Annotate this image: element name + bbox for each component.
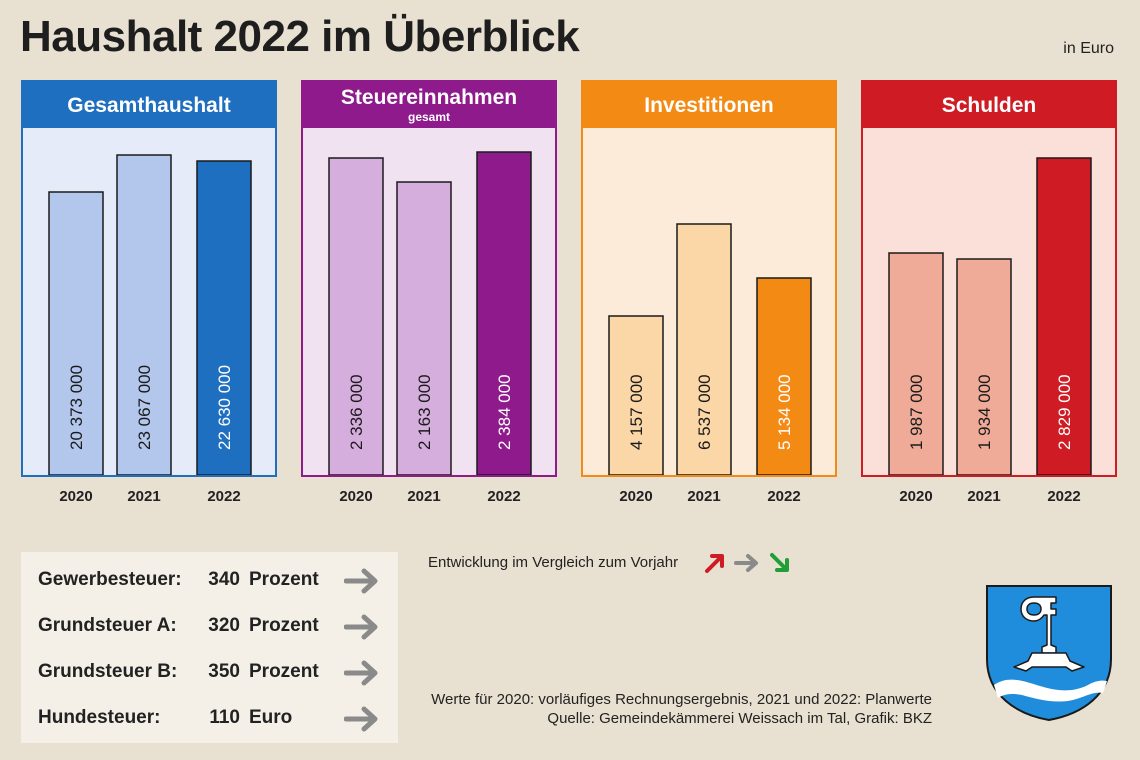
x-axis-labels: 2020 2021 2022 [861,488,1117,508]
x-tick-label: 2020 [59,488,93,505]
chart-subtitle: gesamt [407,110,451,124]
bar-value-label: 2 384 000 [495,374,514,450]
bar-value-label: 20 373 000 [67,365,86,450]
bar-chart: 1 987 000 1 934 000 2 829 000 [888,157,1092,475]
bar-value-label: 2 829 000 [1055,374,1074,450]
x-tick-label: 2021 [687,488,721,505]
footnotes: Werte für 2020: vorläufiges Rechnungserg… [410,690,932,728]
x-tick-label: 2022 [1047,488,1081,505]
bar-2021 [676,223,732,475]
tax-label: Grundsteuer A: [38,615,177,636]
bar-value-label: 23 067 000 [135,365,154,450]
bar-chart: 20 373 000 23 067 000 22 630 000 [48,154,252,475]
bar-2022 [476,151,532,475]
arrow-down-right-icon [770,553,789,572]
bar-2020 [48,191,104,475]
x-axis-labels: 2020 2021 2022 [301,488,557,508]
bar-2022 [196,160,252,475]
arrow-right-icon [734,554,758,572]
bar-2021 [116,154,172,475]
bar-2022 [1036,157,1092,475]
tax-label: Gewerbesteuer: [38,569,182,590]
x-tick-label: 2020 [899,488,933,505]
bar-2021 [956,258,1012,475]
tax-rates-box: Gewerbesteuer: 340 Prozent Grundsteuer A… [21,552,398,743]
chart-panel-gesamthaushalt: Gesamthaushalt 20 373 000 23 067 000 22 63… [21,80,277,477]
tax-value: 320 [208,615,240,636]
bar-chart: 2 336 000 2 163 000 2 384 000 [328,151,532,475]
chart-title: Investitionen [644,93,774,117]
bar-value-label: 22 630 000 [215,365,234,450]
tax-row-hundesteuer: Hundesteuer: 110 Euro [38,703,388,733]
x-tick-label: 2022 [767,488,801,505]
bar-value-label: 6 537 000 [695,374,714,450]
x-tick-label: 2020 [339,488,373,505]
x-axis-labels: 2020 2021 2022 [581,488,837,508]
bar-2020 [328,157,384,475]
bar-2020 [888,252,944,475]
tax-label: Hundesteuer: [38,707,161,728]
x-tick-label: 2021 [967,488,1001,505]
chart-title: Schulden [941,93,1037,117]
chart-panel-steuereinnahmen: Steuereinnahmen gesamt 2 336 000 2 163 00… [301,80,557,477]
arrow-right-icon [344,568,378,594]
chart-header: Steuereinnahmen gesamt [303,82,555,128]
x-tick-label: 2021 [127,488,161,505]
coat-of-arms-icon [986,585,1112,722]
tax-row-gewerbesteuer: Gewerbesteuer: 340 Prozent [38,565,388,595]
chart-header: Schulden [863,82,1115,128]
footnote-source: Quelle: Gemeindekämmerei Weissach im Tal… [547,710,932,727]
bar-value-label: 1 987 000 [907,374,926,450]
unit-label: in Euro [1063,40,1114,57]
bar-value-label: 2 336 000 [347,374,366,450]
x-tick-label: 2022 [487,488,521,505]
tax-row-grundsteuer-a: Grundsteuer A: 320 Prozent [38,611,388,641]
bar-value-label: 4 157 000 [627,374,646,450]
bar-value-label: 5 134 000 [775,374,794,450]
arrow-right-icon [344,614,378,640]
bar-value-label: 1 934 000 [975,374,994,450]
tax-value: 110 [209,707,240,728]
bar-2022 [756,277,812,475]
x-tick-label: 2020 [619,488,653,505]
arrow-right-icon [344,660,378,686]
tax-unit: Prozent [249,661,319,682]
arrow-up-right-icon [705,554,724,573]
tax-unit: Euro [249,707,293,728]
tax-unit: Prozent [249,569,319,590]
bar-2020 [608,315,664,475]
x-axis-labels: 2020 2021 2022 [21,488,277,508]
chart-panel-schulden: Schulden 1 987 000 1 934 000 2 829 000 [861,80,1117,477]
chart-title: Steuereinnahmen [340,86,518,109]
footnote-values: Werte für 2020: vorläufiges Rechnungserg… [431,691,932,708]
chart-header: Investitionen [583,82,835,128]
bar-value-label: 2 163 000 [415,374,434,450]
bar-chart: 4 157 000 6 537 000 5 134 000 [608,223,812,475]
tax-value: 350 [208,661,240,682]
tax-value: 340 [208,569,240,590]
bar-2021 [396,181,452,475]
tax-unit: Prozent [249,615,319,636]
page-title: Haushalt 2022 im Überblick [20,12,580,61]
tax-row-grundsteuer-b: Grundsteuer B: 350 Prozent [38,657,388,687]
x-tick-label: 2022 [207,488,241,505]
chart-panel-investitionen: Investitionen 4 157 000 6 537 000 5 134 00… [581,80,837,477]
x-tick-label: 2021 [407,488,441,505]
chart-header: Gesamthaushalt [23,82,275,128]
chart-title: Gesamthaushalt [67,93,231,117]
tax-label: Grundsteuer B: [38,661,178,682]
legend-text: Entwicklung im Vergleich zum Vorjahr [428,554,679,571]
arrow-right-icon [344,706,378,732]
